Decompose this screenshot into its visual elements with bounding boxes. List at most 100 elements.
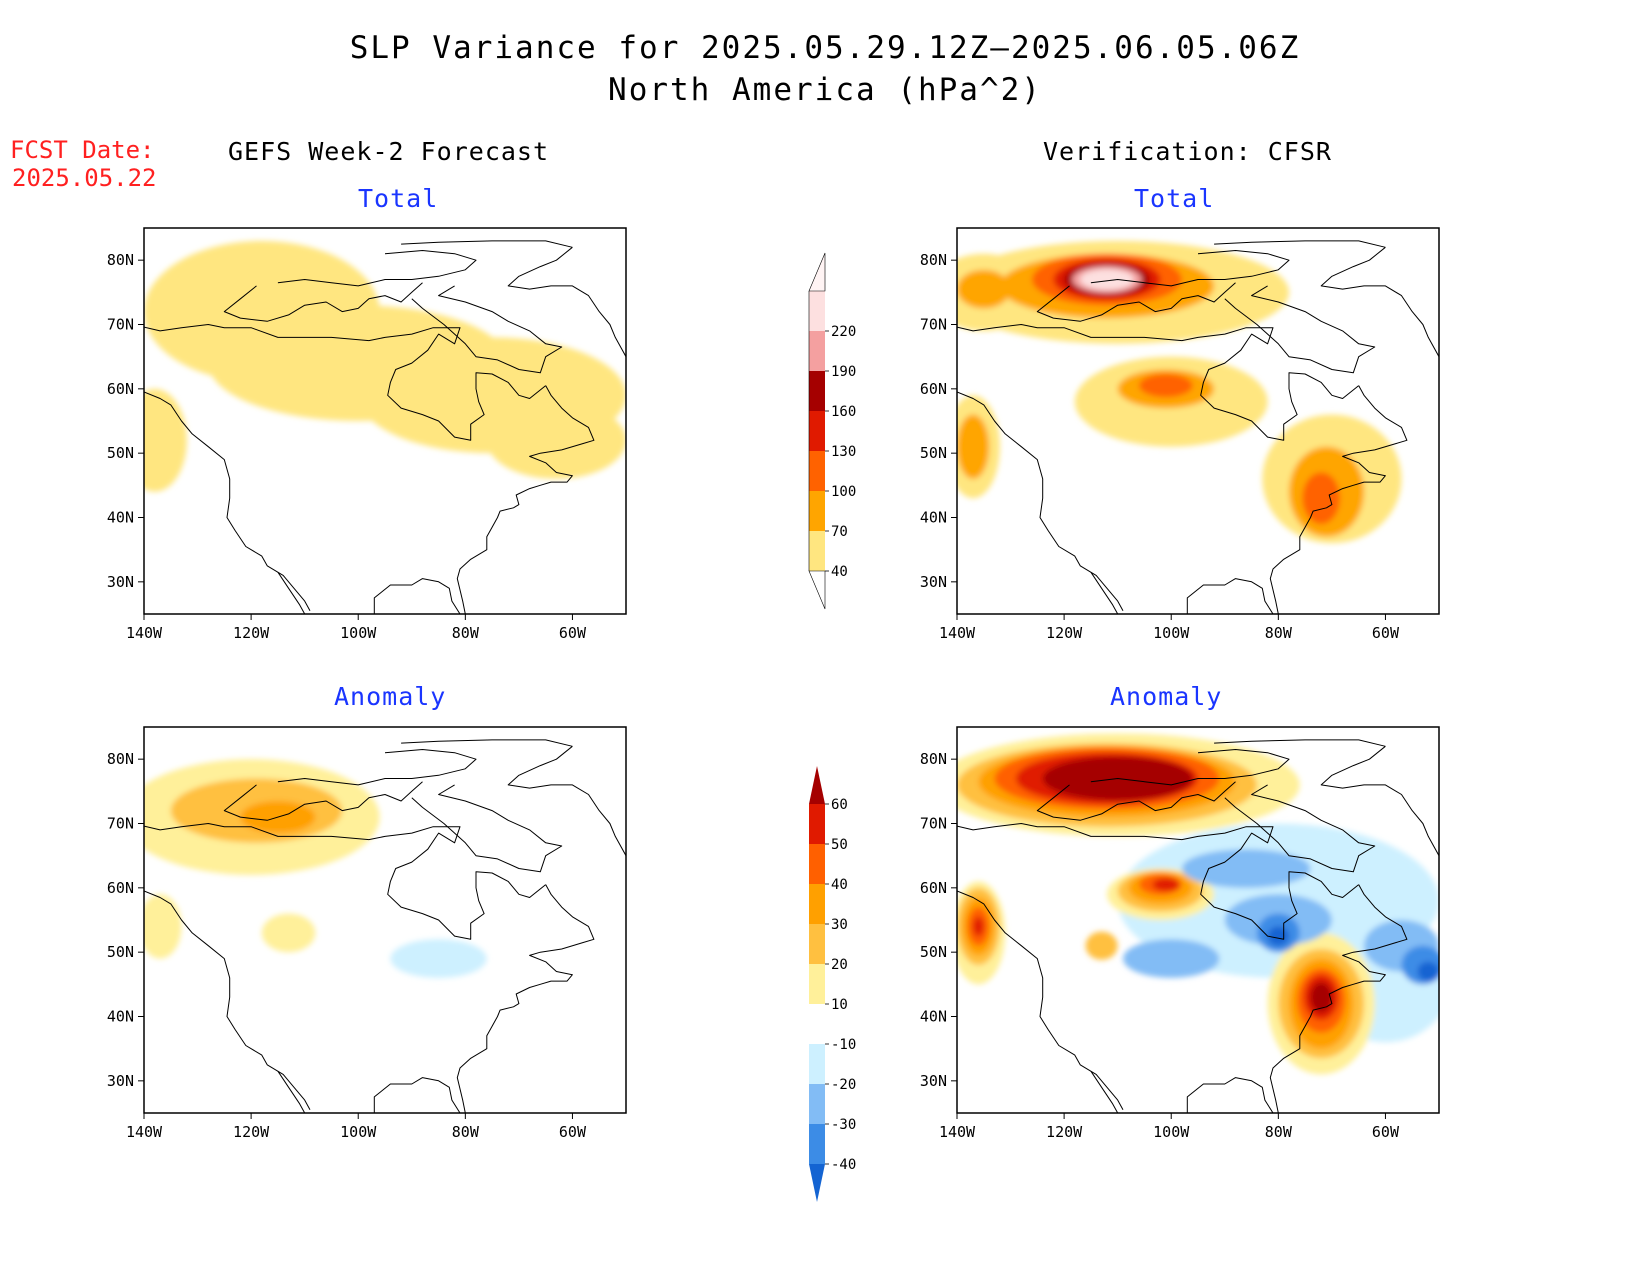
coastline-3 — [1269, 385, 1408, 614]
coastline-0 — [144, 391, 311, 612]
coastline-5 — [507, 246, 626, 357]
shaded-area-25 — [1181, 849, 1311, 888]
lon-tick-label: 100W — [340, 1123, 377, 1141]
lon-tick-label: 120W — [233, 1123, 270, 1141]
lon-tick-label: 120W — [233, 624, 270, 642]
lat-tick-label: 40N — [107, 1008, 134, 1026]
shaded-area-1 — [144, 894, 182, 959]
lat-tick-label: 70N — [107, 316, 134, 334]
lon-tick-label: 120W — [1046, 624, 1083, 642]
lon-tick-label: 140W — [126, 624, 163, 642]
coastline-4 — [144, 324, 547, 441]
colorbar-label: 70 — [831, 524, 848, 540]
lat-tick-label: 80N — [920, 750, 947, 768]
lat-tick-label: 50N — [107, 943, 134, 961]
shaded-area-9 — [957, 414, 990, 479]
colorbar-top-arrow — [808, 252, 826, 292]
colorbar-swatch — [809, 844, 825, 884]
map-frame — [956, 227, 1440, 615]
shaded-area-16 — [1080, 269, 1134, 290]
lon-tick-label: 60W — [1372, 624, 1400, 642]
colorbar-swatch — [809, 1084, 825, 1124]
coastline-6 — [401, 739, 573, 747]
colorbar-swatch — [809, 491, 825, 531]
map-panel-cfsr_anomaly: 80N 70N 60N 50N 40N 30N 140W 120W 100W 80W 60W — [920, 726, 1440, 1141]
colorbar-swatch — [809, 451, 825, 491]
coastline-5 — [1320, 745, 1439, 856]
coastline-layer — [957, 240, 1439, 614]
shaded-area-32 — [1417, 961, 1439, 982]
shaded-area-24 — [1310, 982, 1332, 1012]
coastline-9 — [277, 749, 477, 786]
lon-tick-label: 140W — [126, 1123, 163, 1141]
map-frame — [143, 227, 627, 615]
coastline-8 — [223, 282, 423, 322]
coastline-2 — [373, 578, 461, 614]
panel-title-gefs-total: Total — [358, 184, 439, 213]
coastline-7 — [411, 285, 563, 374]
shaded-area-3 — [486, 401, 626, 479]
coastline-5 — [1320, 246, 1439, 357]
shaded-area-11 — [1139, 374, 1193, 398]
colorbar-label: 40 — [831, 877, 848, 893]
coastline-1 — [277, 571, 306, 614]
colorbar-swatch — [809, 531, 825, 571]
lat-tick-label: 70N — [107, 815, 134, 833]
shaded-area-12 — [1302, 472, 1340, 524]
coastline-layer — [144, 739, 626, 1113]
coastline-4 — [957, 823, 1360, 940]
lon-tick-label: 60W — [1372, 1123, 1400, 1141]
map-panel-cfsr_total: 80N 70N 60N 50N 40N 30N 140W 120W 100W 80W 60W — [920, 227, 1440, 642]
colorbar-swatch — [809, 804, 825, 844]
coastline-0 — [957, 890, 1124, 1111]
colorbar-swatch — [809, 331, 825, 371]
coastline-1 — [1090, 571, 1119, 614]
lat-tick-label: 40N — [920, 509, 947, 527]
lat-tick-label: 80N — [107, 750, 134, 768]
coastline-layer — [957, 739, 1439, 1113]
colorbar-label: 20 — [831, 957, 848, 973]
lat-tick-label: 50N — [920, 943, 947, 961]
panel-title-cfsr-total: Total — [1134, 184, 1215, 213]
coastline-9 — [277, 250, 477, 287]
lon-tick-label: 100W — [340, 624, 377, 642]
colorbar-swatch — [809, 964, 825, 1004]
coastline-6 — [1214, 739, 1386, 747]
colorbar-swatch — [809, 1044, 825, 1084]
shaded-area-3 — [390, 939, 487, 978]
coastline-8 — [223, 781, 423, 821]
shaded-area-6 — [957, 269, 1011, 309]
lat-tick-label: 80N — [920, 251, 947, 269]
lat-tick-label: 60N — [107, 380, 134, 398]
coastline-3 — [1269, 884, 1408, 1113]
coastline-7 — [1224, 784, 1376, 873]
lon-tick-label: 100W — [1153, 1123, 1190, 1141]
map-frame — [143, 726, 627, 1114]
shaded-area-22 — [973, 916, 984, 937]
colorbar-swatch — [809, 1004, 825, 1044]
coastline-8 — [1036, 282, 1236, 322]
colorbar-label: -30 — [831, 1117, 856, 1133]
colorbar-anomaly: -40 -30 -20 -10 10 20 30 40 50 60 — [809, 766, 856, 1202]
lat-tick-label: 70N — [920, 316, 947, 334]
lat-tick-label: 50N — [920, 444, 947, 462]
colorbar-label: 50 — [831, 837, 848, 853]
coastline-2 — [1186, 578, 1274, 614]
coastline-4 — [144, 823, 547, 940]
coastline-6 — [1214, 240, 1386, 248]
map-panel-gefs_total: 80N 70N 60N 50N 40N 30N 140W 120W 100W 80W 60W — [107, 227, 627, 642]
lon-tick-label: 80W — [452, 624, 480, 642]
lat-tick-label: 50N — [107, 444, 134, 462]
colorbar-top-arrow — [809, 766, 825, 804]
colorbar-label: 60 — [831, 797, 848, 813]
lon-tick-label: 140W — [939, 1123, 976, 1141]
lat-tick-label: 60N — [920, 380, 947, 398]
coastline-8 — [1036, 781, 1236, 821]
colorbar-label: 100 — [831, 484, 856, 500]
colorbar-label: 160 — [831, 404, 856, 420]
lat-tick-label: 40N — [107, 509, 134, 527]
shaded-area-21 — [1152, 878, 1180, 892]
coastline-2 — [1186, 1077, 1274, 1113]
colorbar-label: 190 — [831, 364, 856, 380]
